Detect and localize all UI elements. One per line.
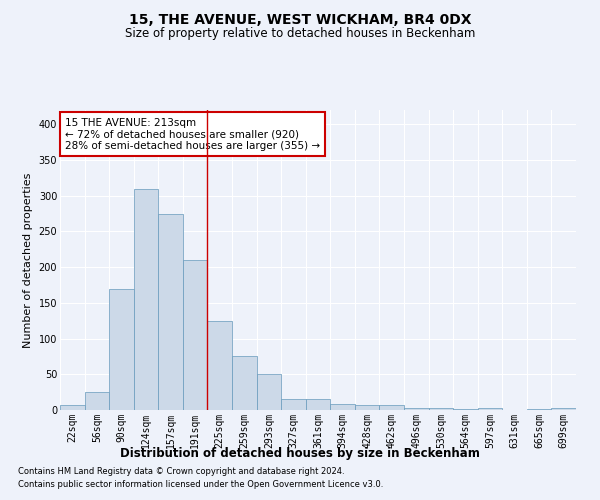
Bar — [551, 408, 576, 410]
Bar — [478, 408, 502, 410]
Bar — [257, 374, 281, 410]
Bar — [379, 405, 404, 410]
Bar — [134, 188, 158, 410]
Bar — [404, 408, 428, 410]
Bar — [60, 405, 85, 410]
Bar — [355, 405, 379, 410]
Bar — [306, 400, 330, 410]
Bar — [330, 404, 355, 410]
Y-axis label: Number of detached properties: Number of detached properties — [23, 172, 33, 348]
Bar — [208, 320, 232, 410]
Bar — [158, 214, 183, 410]
Text: Size of property relative to detached houses in Beckenham: Size of property relative to detached ho… — [125, 28, 475, 40]
Bar — [85, 392, 109, 410]
Bar — [183, 260, 208, 410]
Text: 15, THE AVENUE, WEST WICKHAM, BR4 0DX: 15, THE AVENUE, WEST WICKHAM, BR4 0DX — [129, 12, 471, 26]
Text: Contains public sector information licensed under the Open Government Licence v3: Contains public sector information licen… — [18, 480, 383, 489]
Text: 15 THE AVENUE: 213sqm
← 72% of detached houses are smaller (920)
28% of semi-det: 15 THE AVENUE: 213sqm ← 72% of detached … — [65, 118, 320, 150]
Text: Contains HM Land Registry data © Crown copyright and database right 2024.: Contains HM Land Registry data © Crown c… — [18, 467, 344, 476]
Bar — [428, 408, 453, 410]
Bar — [281, 400, 306, 410]
Bar — [232, 356, 257, 410]
Bar — [109, 288, 134, 410]
Text: Distribution of detached houses by size in Beckenham: Distribution of detached houses by size … — [120, 448, 480, 460]
